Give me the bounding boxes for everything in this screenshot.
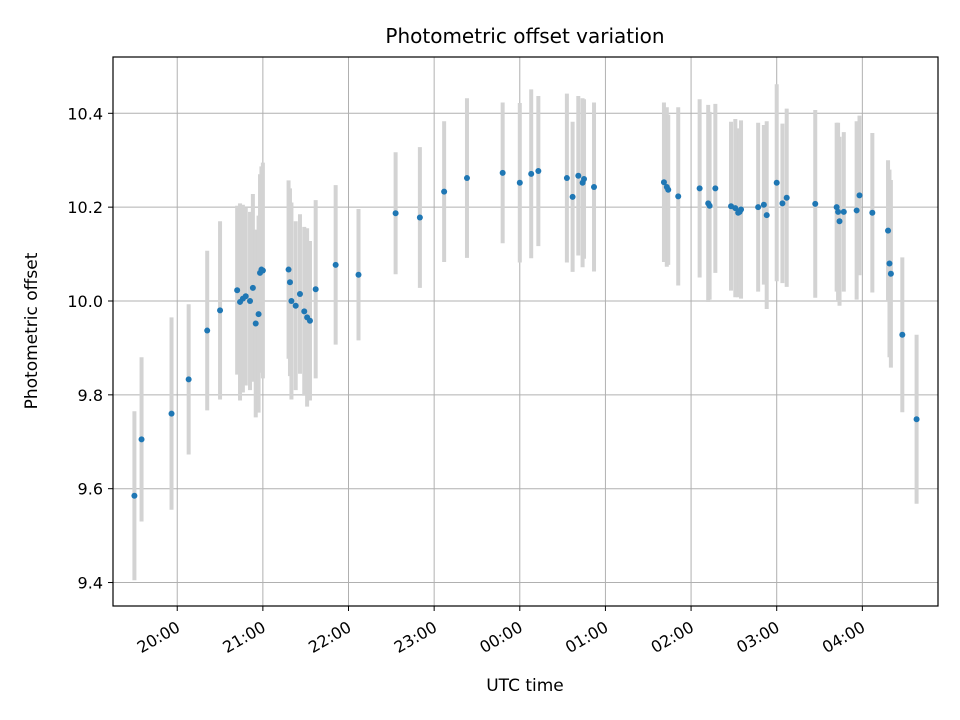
x-tick-label: 21:00 [219,617,268,657]
data-point [856,192,863,199]
data-point [913,416,920,423]
data-point [760,201,767,208]
y-tick-label: 10.2 [67,198,103,217]
x-tick-label: 03:00 [733,617,782,657]
data-point [247,298,254,304]
data-point [899,331,906,338]
data-point [288,298,295,304]
data-point [528,170,535,177]
x-tick-label: 02:00 [648,617,697,657]
data-point [204,327,211,334]
y-tick-label: 9.6 [78,480,103,499]
data-point [301,308,308,315]
data-point [712,185,719,192]
data-point [131,492,138,499]
x-tick-label: 20:00 [134,617,183,657]
data-point [416,214,423,221]
data-point [217,307,224,314]
data-point [660,179,667,186]
data-point [569,193,576,200]
data-point [835,208,842,215]
y-tick-label: 9.4 [78,574,103,593]
data-point [535,168,542,175]
data-point [252,320,259,327]
y-tick-label: 9.8 [78,386,103,405]
data-point [833,204,840,211]
data-point [499,169,506,176]
data-point [885,227,892,234]
x-axis-label: UTC time [486,676,564,696]
data-point [706,202,713,209]
data-point [840,208,847,215]
data-point [773,179,780,186]
data-point [591,183,598,190]
y-tick-label: 10.0 [67,292,103,311]
data-point [332,261,339,268]
x-tick-label: 04:00 [819,617,868,657]
data-point [249,284,256,291]
data-point [285,266,292,273]
data-point [783,194,790,201]
data-point [581,176,588,182]
data-point [563,175,570,182]
data-point [738,206,745,213]
chart-title: Photometric offset variation [385,24,664,48]
data-point [812,200,819,207]
data-point [853,207,860,214]
x-axis-ticks: 20:00 21:00 22:00 23:00 00:00 01:00 02:00 03:00… [134,606,868,657]
data-point [665,186,672,193]
x-tick-label: 00:00 [476,617,525,657]
data-point [696,185,703,192]
data-point [286,279,293,286]
data-point [763,212,770,219]
data-points [131,168,920,499]
data-point [168,410,175,417]
data-point [292,302,299,309]
data-point [296,290,303,297]
data-point [887,270,894,277]
data-point [755,204,762,211]
data-point [441,188,448,195]
x-tick-label: 01:00 [562,617,611,657]
y-axis-ticks: 9.4 9.6 9.8 10.0 10.2 10.4 [67,104,113,593]
data-point [779,200,786,207]
data-point [675,193,682,200]
data-point [836,218,843,225]
data-point [306,317,313,324]
data-point [575,172,582,179]
data-point [255,311,262,318]
data-point [732,205,739,212]
data-point [355,271,362,278]
data-point [185,376,192,383]
data-point [312,286,319,293]
data-point [242,293,249,300]
data-point [869,209,876,216]
data-point [463,175,470,182]
data-point [886,260,893,267]
x-tick-label: 23:00 [391,617,440,657]
data-point [259,267,266,274]
data-point [234,287,241,294]
data-point [392,210,399,217]
x-tick-label: 22:00 [305,617,354,657]
data-point [516,179,523,186]
plot-frame [112,56,939,607]
y-axis-label: Photometric offset [22,252,42,409]
data-point [138,436,145,443]
y-tick-label: 10.4 [67,104,103,123]
